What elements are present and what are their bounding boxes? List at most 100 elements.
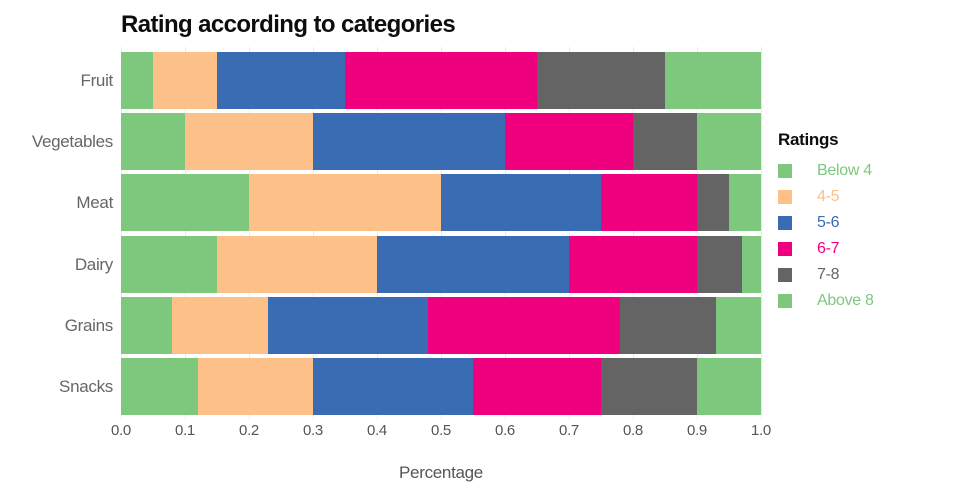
bar-segment-6-7[interactable] [345,52,537,109]
legend-item-label: Above 8 [817,292,874,309]
bar-segment-above-8[interactable] [741,235,761,293]
legend-item-label: 4-5 [817,188,840,205]
legend-swatch-above-8 [778,294,792,308]
bar-segment-below-4[interactable] [121,52,153,109]
gridline [249,47,250,419]
bar-row-dairy: Dairy [0,235,761,293]
bar-segment-7-8[interactable] [537,52,665,109]
bar-segment-5-6[interactable] [441,174,601,232]
bar-segment-6-7[interactable] [472,357,601,415]
x-tick-label: 0.5 [431,422,451,439]
bar-segment-5-6[interactable] [268,296,429,354]
x-tick-label: 0.8 [623,422,643,439]
bar-track [121,52,761,109]
gridline [569,47,570,419]
category-label-snacks: Snacks [59,376,113,396]
legend-swatch-5-6 [778,216,792,230]
legend-swatch-6-7 [778,242,792,256]
bar-segment-below-4[interactable] [121,174,249,232]
bar-segment-6-7[interactable] [569,235,697,293]
bar-segment-4-5[interactable] [197,357,313,415]
bar-segment-7-8[interactable] [600,357,697,415]
bar-segment-5-6[interactable] [312,357,473,415]
legend-swatch-below-4 [778,164,792,178]
legend-swatch-7-8 [778,268,792,282]
x-tick-label: 0.2 [239,422,259,439]
gridline [505,47,506,419]
bar-track [121,357,761,415]
bar-segment-4-5[interactable] [172,296,269,354]
legend-item-label: 7-8 [817,266,840,283]
bar-segment-4-5[interactable] [153,52,217,109]
x-tick-label: 0.9 [687,422,707,439]
legend-item-7-8[interactable]: 7-8 [778,262,874,288]
bar-track [121,113,761,171]
x-tick-label: 0.4 [367,422,387,439]
gridline [377,47,378,419]
bar-segment-7-8[interactable] [620,296,717,354]
bar-segment-7-8[interactable] [633,113,697,171]
bar-segment-below-4[interactable] [121,357,198,415]
bar-segment-7-8[interactable] [697,235,742,293]
bar-segment-below-4[interactable] [121,113,185,171]
bar-row-meat: Meat [0,174,761,232]
legend-item-5-6[interactable]: 5-6 [778,210,874,236]
bar-segment-5-6[interactable] [377,235,569,293]
bar-track [121,296,761,354]
bar-segment-6-7[interactable] [505,113,633,171]
bar-segment-6-7[interactable] [428,296,621,354]
gridline [633,47,634,419]
bar-rows: Fruit Vegetables Meat Dairy Grains Snacks [0,52,761,415]
bar-segment-below-4[interactable] [121,235,217,293]
x-tick-label: 0.6 [495,422,515,439]
x-tick-label: 0.1 [175,422,195,439]
bar-segment-4-5[interactable] [185,113,313,171]
bar-row-snacks: Snacks [0,357,761,415]
bar-row-fruit: Fruit [0,52,761,109]
x-axis-title: Percentage [399,463,483,482]
chart-title: Rating according to categories [121,11,456,38]
category-label-meat: Meat [76,193,113,213]
category-label-fruit: Fruit [80,71,113,90]
bar-segment-above-8[interactable] [697,113,761,171]
bar-segment-6-7[interactable] [601,174,697,232]
x-tick-label: 1.0 [751,422,771,439]
bar-segment-4-5[interactable] [217,235,377,293]
gridline [761,47,762,419]
x-axis-ticks: 0.0 0.1 0.2 0.3 0.4 0.5 0.6 0.7 0.8 0.9 1.0 [111,422,771,440]
bar-segment-5-6[interactable] [217,52,345,109]
bar-segment-above-8[interactable] [729,174,761,232]
legend-item-4-5[interactable]: 4-5 [778,184,874,210]
legend-item-label: 5-6 [817,214,840,231]
legend-items: Below 4 4-5 5-6 6-7 7-8 Above 8 [778,158,874,314]
legend-item-label: Below 4 [817,162,872,179]
bar-segment-above-8[interactable] [665,52,761,109]
gridline [313,47,314,419]
category-label-dairy: Dairy [74,254,113,274]
grid-layer [121,47,762,419]
bar-track [121,235,761,293]
legend-item-label: 6-7 [817,240,840,257]
bar-segment-4-5[interactable] [249,174,441,232]
bar-segment-5-6[interactable] [313,113,505,171]
bar-segment-below-4[interactable] [121,296,173,354]
legend-item-below-4[interactable]: Below 4 [778,158,874,184]
legend-title: Ratings [778,130,839,149]
gridline [121,47,122,419]
legend-item-6-7[interactable]: 6-7 [778,236,874,262]
legend-swatch-4-5 [778,190,792,204]
category-label-grains: Grains [64,315,114,335]
legend: Ratings Below 4 4-5 5-6 6-7 7-8 Above 8 [778,130,874,314]
legend-item-above-8[interactable]: Above 8 [778,288,874,314]
bar-track [121,174,761,232]
bar-segment-above-8[interactable] [716,296,761,354]
x-tick-label: 0.3 [303,422,323,439]
gridline [441,47,442,419]
bar-segment-above-8[interactable] [696,357,761,415]
bar-segment-7-8[interactable] [697,174,729,232]
x-tick-label: 0.7 [559,422,579,439]
x-tick-label: 0.0 [111,422,131,439]
gridline [185,47,186,419]
bar-row-vegetables: Vegetables [0,113,761,171]
